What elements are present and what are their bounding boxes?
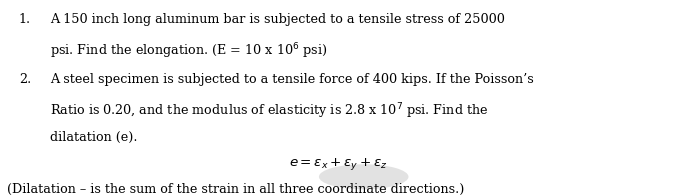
Text: A steel specimen is subjected to a tensile force of 400 kips. If the Poisson’s: A steel specimen is subjected to a tensi…: [50, 73, 533, 86]
Text: $e = \varepsilon_x + \varepsilon_y + \varepsilon_z$: $e = \varepsilon_x + \varepsilon_y + \va…: [289, 156, 388, 172]
Text: dilatation (e).: dilatation (e).: [50, 131, 137, 144]
Text: Ratio is 0.20, and the modulus of elasticity is 2.8 x 10$^{7}$ psi. Find the: Ratio is 0.20, and the modulus of elasti…: [50, 102, 488, 122]
Text: 1.: 1.: [19, 13, 31, 25]
Text: 2.: 2.: [19, 73, 31, 86]
Text: psi. Find the elongation. (E = 10 x 10$^{6}$ psi): psi. Find the elongation. (E = 10 x 10$^…: [50, 41, 328, 61]
Text: A 150 inch long aluminum bar is subjected to a tensile stress of 25000: A 150 inch long aluminum bar is subjecte…: [50, 13, 505, 25]
Text: (Dilatation – is the sum of the strain in all three coordinate directions.): (Dilatation – is the sum of the strain i…: [7, 182, 464, 196]
Ellipse shape: [319, 164, 408, 189]
